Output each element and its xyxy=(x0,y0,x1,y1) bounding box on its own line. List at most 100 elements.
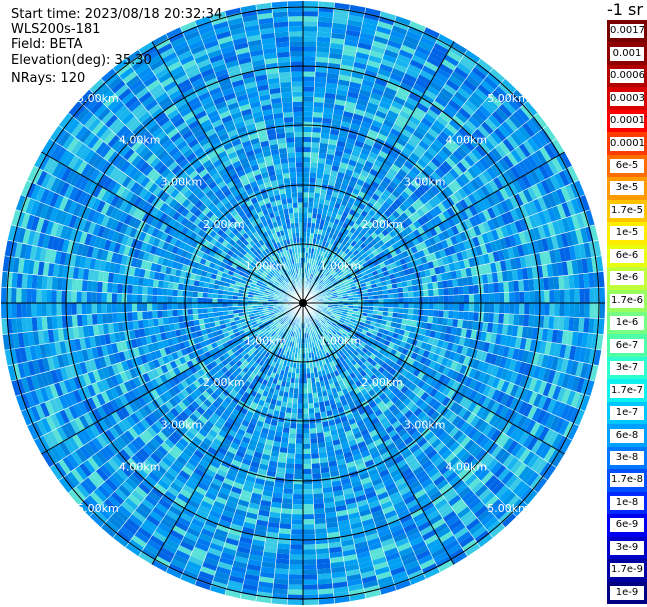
ray-separator xyxy=(68,302,304,494)
colorbar-tick-label: 3e-9 xyxy=(610,540,644,555)
ray-separator xyxy=(15,209,304,304)
ray-separator xyxy=(302,68,494,304)
ray-separator xyxy=(302,302,517,517)
ray-separator xyxy=(239,7,304,304)
azimuth-spoke xyxy=(151,41,304,304)
ray-separator xyxy=(1,286,304,304)
ray-separator xyxy=(302,302,494,538)
ray-separator xyxy=(302,302,595,382)
ray-separator xyxy=(302,2,335,304)
colorbar-swatch: 1e-8 xyxy=(607,491,647,515)
ray-separator xyxy=(302,112,538,304)
colorbar-tick-label: 1.7e-9 xyxy=(610,563,644,578)
ray-separator xyxy=(11,224,304,304)
ray-separator xyxy=(286,1,304,304)
ray-separator xyxy=(302,302,397,591)
azimuth-spoke xyxy=(41,151,304,304)
ray-separator xyxy=(7,302,304,367)
ray-separator xyxy=(68,112,304,304)
ray-separator xyxy=(20,302,304,412)
azimuth-spoke xyxy=(41,302,304,455)
colorbar-swatch: 6e-7 xyxy=(607,334,647,358)
colorbar-swatch: 3e-8 xyxy=(607,446,647,470)
ray-separator xyxy=(302,302,580,427)
ray-separator xyxy=(302,302,427,580)
radar-origin xyxy=(299,299,307,307)
azimuth-spoke xyxy=(302,302,565,455)
ray-separator xyxy=(302,100,528,304)
ray-separator xyxy=(302,302,506,528)
ray-separator xyxy=(112,68,304,304)
nrays-label: NRays: 120 xyxy=(11,71,86,86)
ray-separator xyxy=(224,302,304,595)
ray-separator xyxy=(165,33,304,304)
colorbar-tick-label: 1.7e-8 xyxy=(610,473,644,488)
ray-separator xyxy=(100,302,304,528)
colorbar-swatch: 0.00017 xyxy=(607,109,647,133)
range-ring-label: 2.00km xyxy=(203,218,245,231)
ray-separator xyxy=(2,271,304,304)
ray-separator xyxy=(209,302,304,591)
ppi-grid xyxy=(1,1,605,605)
ray-separator xyxy=(302,302,604,335)
colorbar-swatch: 1.7e-5 xyxy=(607,199,647,223)
ray-separator xyxy=(302,302,382,595)
range-ring-label: 1.00km xyxy=(320,334,362,347)
ray-separator xyxy=(302,239,599,304)
ray-separator xyxy=(302,286,605,304)
ray-separator xyxy=(194,20,304,304)
ray-separator xyxy=(302,89,517,304)
colorbar-tick-label: 0.00017 xyxy=(610,114,647,129)
range-ring-label: 3.00km xyxy=(161,419,203,432)
ray-separator xyxy=(26,302,304,427)
colorbar-swatch: 0.0001 xyxy=(607,132,647,156)
colorbar-swatch: 6e-5 xyxy=(607,154,647,178)
colorbar-swatch: 1e-5 xyxy=(607,222,647,246)
ray-separator xyxy=(302,255,602,304)
colorbar-tick-label: 0.001 xyxy=(610,46,644,61)
ray-separator xyxy=(255,302,304,602)
ray-separator xyxy=(302,58,481,304)
colorbar-swatch: 1e-7 xyxy=(607,401,647,425)
ray-separator xyxy=(302,302,548,481)
ray-separator xyxy=(302,1,320,304)
ray-separator xyxy=(302,302,412,586)
ray-separator xyxy=(138,302,304,557)
azimuth-spoke xyxy=(302,151,565,304)
ray-separator xyxy=(112,302,304,538)
colorbar-tick-label: 6e-7 xyxy=(610,338,644,353)
ray-separator xyxy=(302,302,335,604)
ray-separator xyxy=(271,302,304,604)
range-ring-label: 5.00km xyxy=(487,502,529,515)
colorbar-swatch: 1.7e-9 xyxy=(607,559,647,583)
ray-separator xyxy=(179,26,304,304)
colorbar-swatch: 0.0017 xyxy=(607,20,647,43)
colorbar-tick-label: 1e-7 xyxy=(610,406,644,421)
colorbar-swatch: 0.0003 xyxy=(607,87,647,111)
azimuth-spoke xyxy=(302,41,455,304)
colorbar-swatch: 0.001 xyxy=(607,42,647,66)
ray-separator xyxy=(1,302,304,320)
colorbar-tick-label: 0.0001 xyxy=(610,136,645,151)
range-ring-label: 2.00km xyxy=(203,376,245,389)
range-ring-label: 3.00km xyxy=(404,175,446,188)
ray-separator xyxy=(302,138,557,304)
colorbar-swatch: 1e-9 xyxy=(607,581,647,605)
ray-separator xyxy=(302,7,367,304)
ray-separator xyxy=(58,302,304,481)
range-ring-label: 3.00km xyxy=(404,419,446,432)
ray-separator xyxy=(179,302,304,580)
colorbar-tick-label: 1e-8 xyxy=(610,495,644,510)
ray-separator xyxy=(302,4,351,304)
ray-separator xyxy=(7,239,304,304)
ray-separator xyxy=(302,20,412,304)
ray-separator xyxy=(302,302,599,367)
ray-separator xyxy=(125,58,304,304)
colorbar-tick-label: 0.0017 xyxy=(610,24,645,39)
range-ring-label: 4.00km xyxy=(446,134,488,147)
ray-separator xyxy=(209,15,304,304)
colorbar-swatch: 1.7e-6 xyxy=(607,289,647,313)
ray-separator xyxy=(302,302,591,397)
ray-separator xyxy=(78,302,304,506)
ray-separator xyxy=(302,302,557,468)
